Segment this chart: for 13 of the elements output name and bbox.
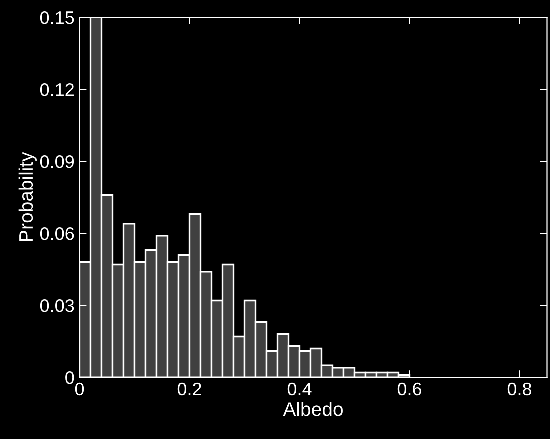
x-axis-title: Albedo <box>283 402 343 416</box>
x-tick-label: 0 <box>75 382 84 396</box>
y-tick-label: 0.03 <box>40 299 74 312</box>
x-tick-label: 0.4 <box>288 382 312 396</box>
y-tick-label: 0.06 <box>40 227 74 240</box>
x-tick-label: 0.8 <box>508 382 532 396</box>
y-axis-title: Probability <box>18 152 37 242</box>
y-tick-label: 0 <box>66 371 74 384</box>
y-tick-label: 0.12 <box>40 83 74 96</box>
y-tick-label: 0.15 <box>40 11 74 24</box>
x-tick-label: 0.2 <box>178 382 202 396</box>
x-tick-label: 0.6 <box>398 382 422 396</box>
y-tick-label: 0.09 <box>40 155 74 168</box>
